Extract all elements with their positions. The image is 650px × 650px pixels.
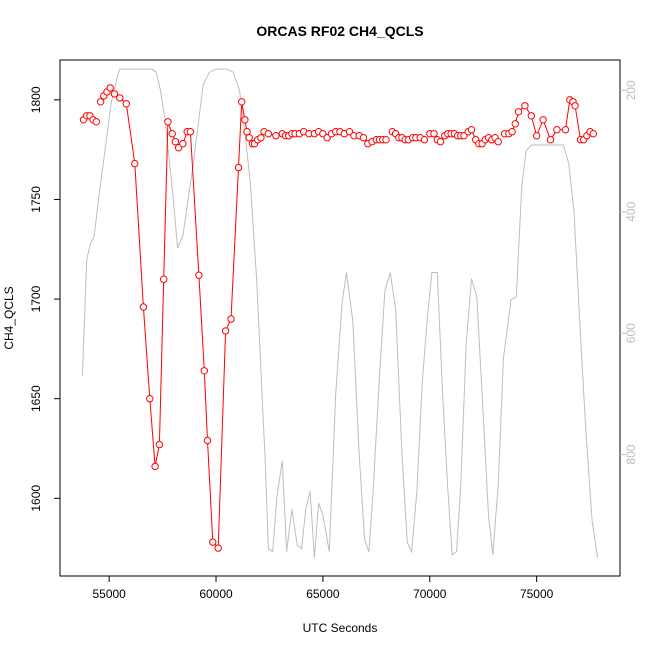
ch4-data-point [561,126,570,134]
ch4-data-point [420,136,429,144]
ch4-data-point [221,327,230,335]
ch4-data-point [382,136,390,144]
ch4-data-point [359,134,368,142]
ch4-data-point [203,436,212,445]
ch4-data-point [122,100,131,108]
ch4-data-point [539,116,547,124]
y-tick-label: 1700 [29,285,43,312]
x-tick-label: 75000 [520,587,554,601]
pressure-line-segment [81,68,599,558]
ch4-data-point [209,538,217,546]
ch4-data-point [238,98,246,106]
x-tick-label: 55000 [92,587,126,601]
ch4-data-point [164,118,172,126]
ch4-data-point [257,134,265,142]
y2-tick-label: 400 [624,201,638,221]
ch4-data-point [186,128,195,136]
ch4-data-point [521,102,529,110]
ch4-data-point [151,462,159,471]
ch4-data-point [139,303,148,311]
ch4-data-point [179,140,187,148]
ch4-data-point [546,136,555,144]
ch4-qcls-series [79,84,597,552]
ch4-data-point [272,132,280,140]
y-axis: 1600 1650 1700 1750 1800 [29,86,60,512]
ch4-data-point [436,138,445,146]
y2-tick-label: 800 [624,444,638,464]
ch4-data-point [96,98,105,106]
chart-title: ORCAS RF02 CH4_QCLS [256,23,423,39]
y-tick-label: 1800 [29,86,43,113]
ch4-data-point [195,271,203,279]
x-tick-label: 60000 [199,587,233,601]
plot-frame [59,59,621,577]
ch4-data-point [243,128,251,136]
ch4-data-point [160,275,168,283]
ch4-data-point [589,130,597,138]
ch4-data-point [171,138,180,146]
ch4-data-point [131,159,139,168]
ch4-data-point [116,94,124,102]
y-tick-label: 1600 [29,485,43,512]
ch4-data-point [571,102,579,110]
y2-tick-label: 200 [624,80,638,100]
right-pressure-axis: 200 400 600 800 [620,80,638,465]
ch4-data-point [514,108,523,116]
y-tick-label: 1650 [29,385,43,412]
ch4-data-point [110,90,119,98]
ch4-data-point [508,128,516,136]
ch4-data-point [168,130,176,138]
ch4-data-point [532,132,541,140]
ch4-data-point [527,112,535,120]
ch4-data-point [245,134,253,142]
x-tick-label: 65000 [306,587,340,601]
ch4-data-point [467,126,476,134]
ch4-data-point [241,116,249,124]
ch4-data-point [494,138,502,146]
x-axis-label: UTC Seconds [303,621,378,635]
ch4-data-point [264,130,273,138]
x-axis: 55000 60000 65000 70000 75000 [92,576,554,601]
pressure-series [81,68,599,558]
ch4-data-point [214,544,222,552]
x-tick-label: 70000 [413,587,447,601]
ch4-data-point [92,118,101,126]
ch4-data-point [553,126,561,134]
y2-tick-label: 600 [624,323,638,343]
ch4-data-point [430,130,438,138]
ch4-data-point [155,440,164,449]
ch4-data-point [511,120,519,128]
y-tick-label: 1750 [29,186,43,213]
ch4-data-point [106,84,114,92]
ch4-data-point [227,315,235,323]
y-axis-label: CH4_QCLS [2,286,16,349]
ch4-data-point [234,163,243,172]
ch4-data-point [200,367,209,375]
ch4-data-point [146,395,154,403]
